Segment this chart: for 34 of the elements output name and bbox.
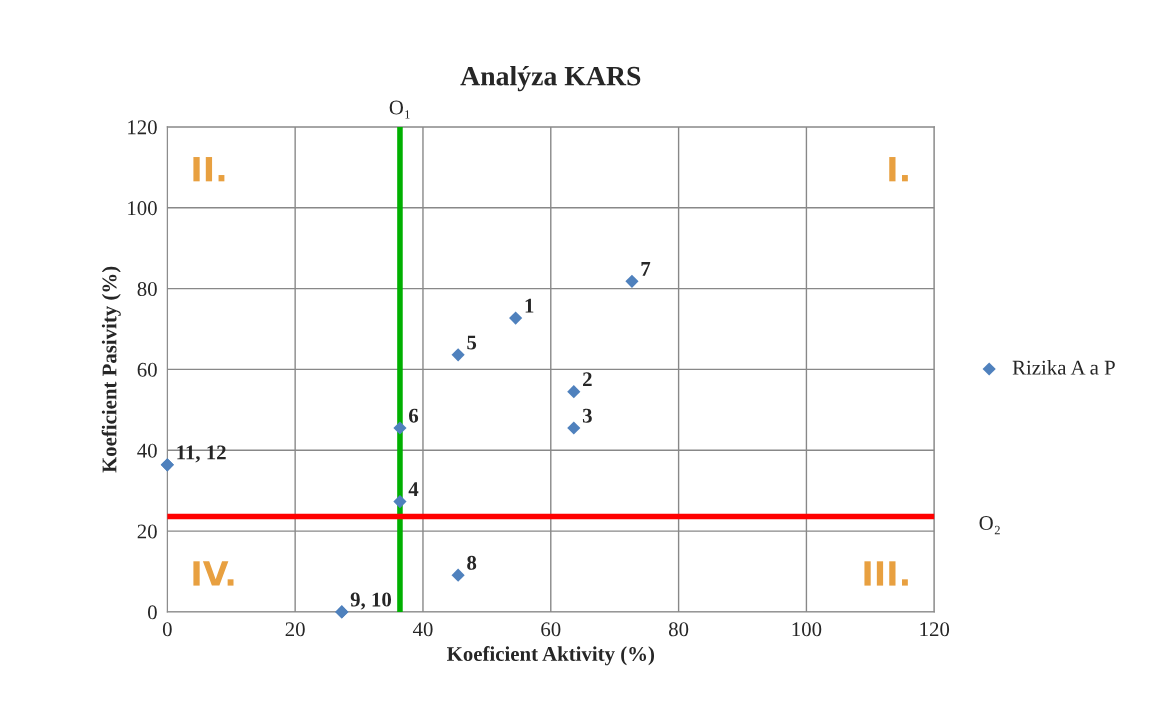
x-tick-label: 60 (541, 622, 561, 637)
y-tick-label: 100 (128, 201, 157, 216)
y-tick-label: 0 (147, 605, 157, 620)
x-tick-label: 20 (285, 622, 305, 637)
x-tick-label: 100 (792, 622, 822, 637)
x-tick-label: 80 (668, 622, 689, 637)
annotation: II. (193, 157, 225, 182)
y-axis-title: Koeficient Pasivity (%) (101, 266, 121, 473)
annotation: 6 (409, 408, 419, 423)
y-tick-label: 80 (137, 281, 157, 297)
annotation: 1 (525, 298, 534, 313)
annotation: 9, 10 (350, 592, 392, 610)
annotation: 11, 12 (177, 445, 226, 463)
annotation: 2 (583, 372, 592, 387)
y-tick-label: 40 (137, 443, 157, 458)
x-tick-label: 120 (920, 622, 950, 637)
chart-title: Analýza KARS (460, 65, 641, 92)
annotation: 4 (408, 482, 419, 497)
ref-line-label: O₂ (979, 516, 1000, 535)
annotation: 3 (582, 408, 592, 423)
y-tick-label: 120 (128, 120, 157, 135)
x-tick-label: 0 (162, 622, 172, 637)
legend-label: Rizika A a P (1012, 360, 1115, 375)
annotation: III. (864, 561, 908, 586)
annotation: 8 (467, 555, 477, 570)
annotation: 5 (467, 335, 477, 350)
x-axis-title: Koeficient Aktivity (%) (447, 646, 655, 666)
y-tick-label: 20 (137, 524, 157, 539)
ref-line-label: O₁ (389, 100, 410, 119)
annotation: IV. (193, 561, 234, 586)
x-tick-label: 40 (412, 622, 433, 637)
y-tick-label: 60 (137, 362, 157, 377)
annotation: 7 (641, 262, 651, 276)
annotation: I. (889, 157, 908, 182)
